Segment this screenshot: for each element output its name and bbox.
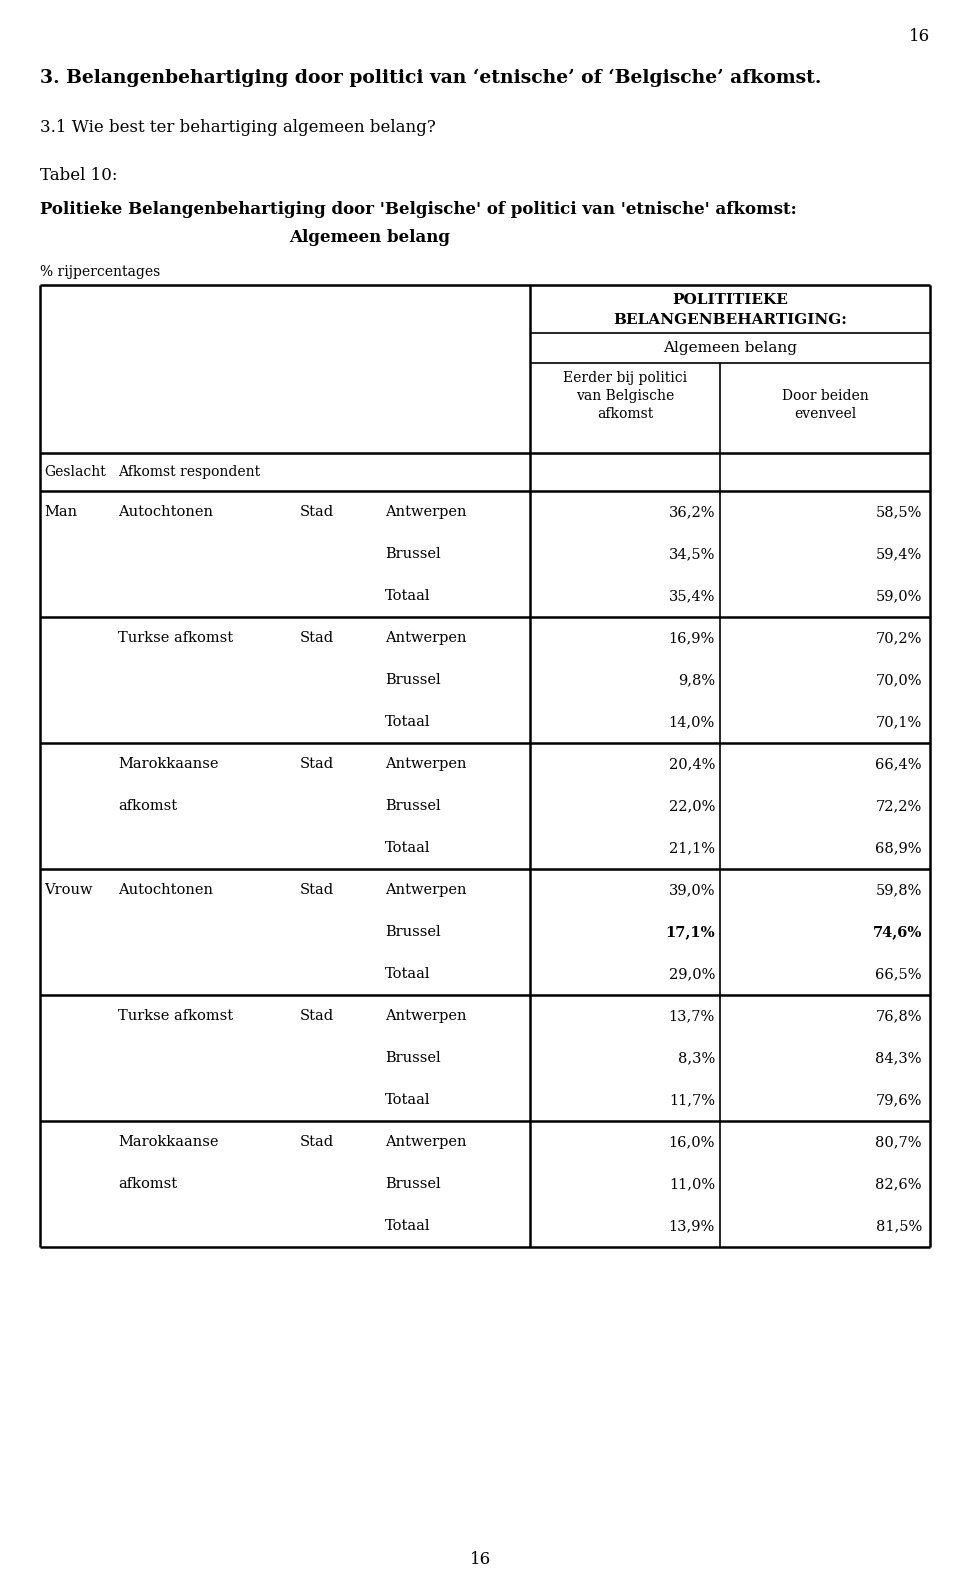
Text: 14,0%: 14,0% (669, 714, 715, 729)
Text: 39,0%: 39,0% (668, 882, 715, 897)
Text: Marokkaanse: Marokkaanse (118, 757, 219, 771)
Text: Eerder bij politici: Eerder bij politici (563, 371, 687, 385)
Text: Brussel: Brussel (385, 546, 441, 561)
Text: POLITITIEKE: POLITITIEKE (672, 293, 788, 307)
Text: 8,3%: 8,3% (678, 1052, 715, 1064)
Text: Vrouw: Vrouw (44, 882, 92, 897)
Text: 76,8%: 76,8% (876, 1009, 922, 1023)
Text: 79,6%: 79,6% (876, 1093, 922, 1107)
Text: 16,9%: 16,9% (669, 630, 715, 645)
Text: Politieke Belangenbehartiging door 'Belgische' of politici van 'etnische' afkoms: Politieke Belangenbehartiging door 'Belg… (40, 201, 797, 219)
Text: Totaal: Totaal (385, 841, 430, 855)
Text: 3.1 Wie best ter behartiging algemeen belang?: 3.1 Wie best ter behartiging algemeen be… (40, 119, 436, 136)
Text: 3. Belangenbehartiging door politici van ‘etnische’ of ‘Belgische’ afkomst.: 3. Belangenbehartiging door politici van… (40, 68, 822, 87)
Text: Marokkaanse: Marokkaanse (118, 1136, 219, 1148)
Text: Brussel: Brussel (385, 1052, 441, 1064)
Text: Totaal: Totaal (385, 1220, 430, 1232)
Text: Totaal: Totaal (385, 589, 430, 604)
Text: Stad: Stad (300, 1009, 334, 1023)
Text: Geslacht: Geslacht (44, 466, 106, 478)
Text: Totaal: Totaal (385, 1093, 430, 1107)
Text: afkomst: afkomst (597, 407, 653, 421)
Text: afkomst: afkomst (118, 798, 178, 813)
Text: 13,9%: 13,9% (669, 1220, 715, 1232)
Text: 81,5%: 81,5% (876, 1220, 922, 1232)
Text: 59,8%: 59,8% (876, 882, 922, 897)
Text: 35,4%: 35,4% (668, 589, 715, 604)
Text: 70,1%: 70,1% (876, 714, 922, 729)
Text: 17,1%: 17,1% (665, 925, 715, 939)
Text: 66,4%: 66,4% (876, 757, 922, 771)
Text: 34,5%: 34,5% (668, 546, 715, 561)
Text: Brussel: Brussel (385, 1177, 441, 1191)
Text: Antwerpen: Antwerpen (385, 1009, 467, 1023)
Text: Afkomst respondent: Afkomst respondent (118, 466, 260, 478)
Text: Door beiden: Door beiden (781, 390, 869, 402)
Text: Man: Man (44, 505, 77, 520)
Text: 72,2%: 72,2% (876, 798, 922, 813)
Text: 70,0%: 70,0% (876, 673, 922, 687)
Text: evenveel: evenveel (794, 407, 856, 421)
Text: Totaal: Totaal (385, 714, 430, 729)
Text: Stad: Stad (300, 630, 334, 645)
Text: Totaal: Totaal (385, 966, 430, 980)
Text: 13,7%: 13,7% (669, 1009, 715, 1023)
Text: 84,3%: 84,3% (876, 1052, 922, 1064)
Text: 11,7%: 11,7% (669, 1093, 715, 1107)
Text: 36,2%: 36,2% (668, 505, 715, 520)
Text: 59,4%: 59,4% (876, 546, 922, 561)
Text: 29,0%: 29,0% (668, 966, 715, 980)
Text: 21,1%: 21,1% (669, 841, 715, 855)
Text: Turkse afkomst: Turkse afkomst (118, 630, 233, 645)
Text: Autochtonen: Autochtonen (118, 505, 213, 520)
Text: 22,0%: 22,0% (668, 798, 715, 813)
Text: Turkse afkomst: Turkse afkomst (118, 1009, 233, 1023)
Text: Stad: Stad (300, 757, 334, 771)
Text: 66,5%: 66,5% (876, 966, 922, 980)
Text: 59,0%: 59,0% (876, 589, 922, 604)
Text: 58,5%: 58,5% (876, 505, 922, 520)
Text: Antwerpen: Antwerpen (385, 757, 467, 771)
Text: afkomst: afkomst (118, 1177, 178, 1191)
Text: 16: 16 (469, 1551, 491, 1568)
Text: Autochtonen: Autochtonen (118, 882, 213, 897)
Text: Antwerpen: Antwerpen (385, 630, 467, 645)
Text: % rijpercentages: % rijpercentages (40, 265, 160, 279)
Text: BELANGENBEHARTIGING:: BELANGENBEHARTIGING: (613, 314, 847, 326)
Text: Stad: Stad (300, 505, 334, 520)
Text: van Belgische: van Belgische (576, 390, 674, 402)
Text: 16,0%: 16,0% (668, 1136, 715, 1148)
Text: 16: 16 (909, 29, 930, 44)
Text: 68,9%: 68,9% (876, 841, 922, 855)
Text: Brussel: Brussel (385, 673, 441, 687)
Text: 74,6%: 74,6% (873, 925, 922, 939)
Text: 11,0%: 11,0% (669, 1177, 715, 1191)
Text: Brussel: Brussel (385, 925, 441, 939)
Text: Tabel 10:: Tabel 10: (40, 166, 117, 184)
Text: 70,2%: 70,2% (876, 630, 922, 645)
Text: 82,6%: 82,6% (876, 1177, 922, 1191)
Text: Algemeen belang: Algemeen belang (290, 230, 450, 247)
Text: Antwerpen: Antwerpen (385, 882, 467, 897)
Text: Stad: Stad (300, 1136, 334, 1148)
Text: Stad: Stad (300, 882, 334, 897)
Text: 9,8%: 9,8% (678, 673, 715, 687)
Text: Antwerpen: Antwerpen (385, 1136, 467, 1148)
Text: Algemeen belang: Algemeen belang (663, 341, 797, 355)
Text: 80,7%: 80,7% (876, 1136, 922, 1148)
Text: 20,4%: 20,4% (668, 757, 715, 771)
Text: Brussel: Brussel (385, 798, 441, 813)
Text: Antwerpen: Antwerpen (385, 505, 467, 520)
